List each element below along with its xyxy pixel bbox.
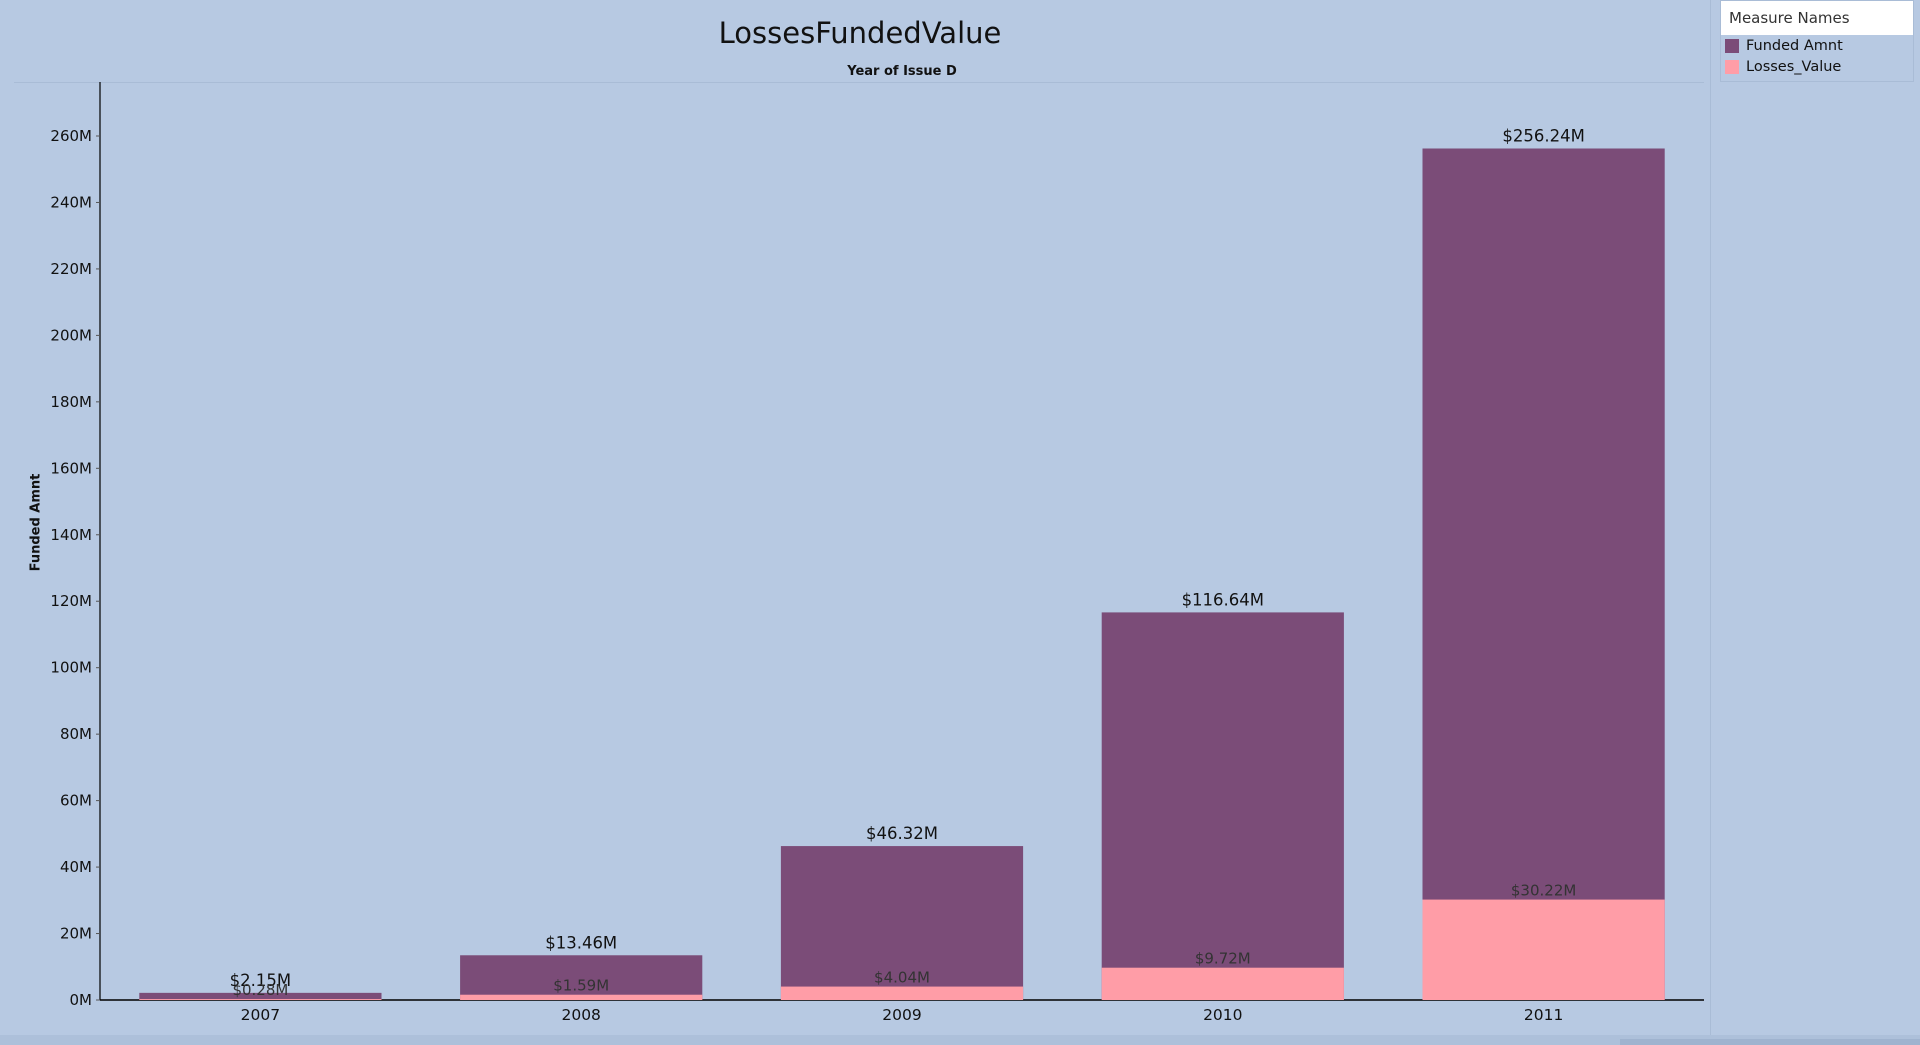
chart-title: LossesFundedValue (718, 16, 1002, 50)
legend-title: Measure Names (1721, 1, 1913, 35)
data-label-losses-value: $9.72M (1195, 950, 1251, 968)
column-header[interactable]: Year of Issue D (847, 64, 957, 79)
y-tick-label: 20M (60, 925, 92, 943)
bar-funded-amnt (460, 955, 703, 1000)
bar-chart: 0M 20M 40M 60M 80M 100M 120M 140M 160M 180M 200M 22… (50, 82, 1704, 1024)
legend-item-funded-amnt[interactable]: Funded Amnt (1721, 35, 1913, 56)
legend-swatch-losses-value (1725, 59, 1739, 74)
data-label-losses-value: $30.22M (1511, 882, 1576, 900)
data-label-funded-amnt: $256.24M (1502, 126, 1584, 145)
data-label-losses-value: $1.59M (553, 977, 609, 995)
y-tick-label: 180M (50, 393, 92, 411)
x-tick-label: 2008 (561, 1006, 600, 1024)
y-tick-label: 140M (50, 526, 92, 544)
y-tick-label: 220M (50, 260, 92, 278)
chart-pane: LossesFundedValue Year of Issue D Funded… (14, 0, 1711, 1045)
bottom-scrollbar-thumb[interactable] (1620, 1039, 1920, 1045)
y-tick-label: 100M (50, 659, 92, 677)
data-label-funded-amnt: $46.32M (866, 824, 938, 843)
bar-funded-amnt (1101, 612, 1344, 1000)
data-label-losses-value: $4.04M (874, 969, 930, 987)
bar-funded-amnt (780, 846, 1024, 1000)
data-label-funded-amnt: $116.64M (1182, 590, 1264, 609)
x-tick-label: 2007 (241, 1006, 280, 1024)
bottom-scrollbar[interactable] (0, 1035, 1920, 1045)
bar-funded-amnt (139, 992, 382, 1000)
bar-losses-value (780, 986, 1024, 1000)
labels-layer: $2.15M$0.28M 2007 $13.46M $1.59M 2008 $46.32M… (230, 126, 1585, 1024)
y-tick-label: 60M (60, 792, 92, 810)
y-tick-label: 80M (60, 725, 92, 743)
bar-losses-value (460, 994, 703, 1000)
y-tick-label: 240M (50, 193, 92, 211)
bars-layer (139, 148, 1665, 1001)
legend-item-losses-value[interactable]: Losses_Value (1721, 56, 1913, 77)
x-tick-label: 2011 (1524, 1006, 1563, 1024)
data-label-funded-amnt: $2.15M (230, 971, 291, 990)
data-label-losses-value: $0.28M (232, 981, 288, 999)
y-tick-label: 40M (60, 858, 92, 876)
legend-label-losses-value: Losses_Value (1746, 58, 1842, 75)
y-tick-label: 120M (50, 592, 92, 610)
bar-losses-value (139, 999, 382, 1000)
x-tick-label: 2010 (1203, 1006, 1242, 1024)
legend-swatch-funded-amnt (1725, 38, 1739, 53)
y-tick-label: 0M (70, 991, 93, 1009)
axes-layer: 0M 20M 40M 60M 80M 100M 120M 140M 160M 180M 200M 22… (50, 82, 1704, 1009)
data-label-funded-amnt: $13.46M (545, 933, 617, 952)
bar-funded-amnt (1422, 148, 1665, 1001)
x-tick-label: 2009 (882, 1006, 921, 1024)
legend[interactable]: Measure Names Funded Amnt Losses_Value (1720, 0, 1914, 82)
header-divider (14, 82, 1704, 83)
legend-label-funded-amnt: Funded Amnt (1746, 37, 1843, 54)
bar-losses-value (1422, 899, 1665, 1000)
y-tick-label: 160M (50, 459, 92, 477)
y-tick-label: 200M (50, 326, 92, 344)
y-tick-label: 260M (50, 127, 92, 145)
bar-losses-value (1101, 967, 1344, 1000)
